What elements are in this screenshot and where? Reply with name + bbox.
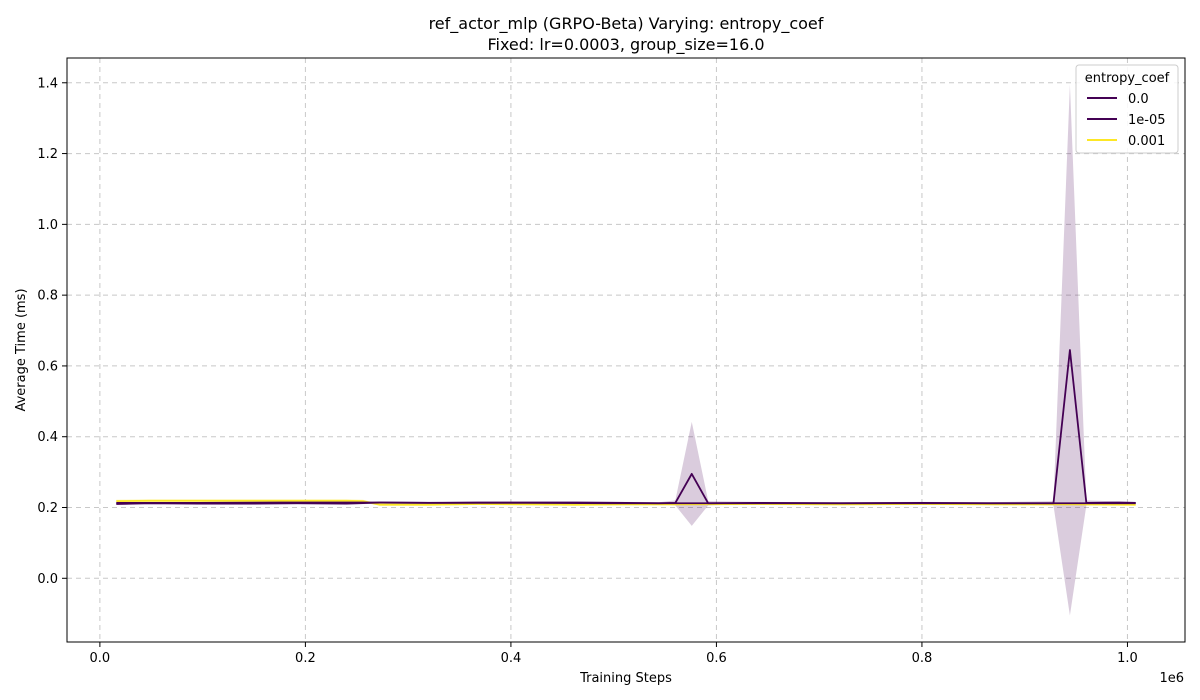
- legend-box: [1075, 64, 1179, 154]
- y-tick-label: 1.2: [37, 147, 58, 162]
- legend-label: 0.0: [1128, 92, 1149, 107]
- legend-label: 0.001: [1128, 134, 1165, 149]
- x-tick-label: 0.6: [706, 651, 727, 666]
- series-lines: [116, 349, 1136, 506]
- x-tick-label: 0.8: [912, 651, 933, 666]
- x-tick-label: 0.2: [295, 651, 316, 666]
- chart-title-line2: Fixed: lr=0.0003, group_size=16.0: [487, 35, 764, 55]
- y-tick-label: 1.4: [37, 76, 58, 91]
- chart-title-line1: ref_actor_mlp (GRPO-Beta) Varying: entro…: [429, 14, 824, 34]
- x-axis-offset-label: 1e6: [1159, 671, 1184, 686]
- legend-entries: 0.0 1e-05 0.001: [1087, 92, 1166, 149]
- legend-label: 1e-05: [1128, 113, 1166, 128]
- y-tick-label: 0.4: [37, 430, 58, 445]
- x-tick-label: 0.0: [90, 651, 111, 666]
- series-line-1e-05: [116, 349, 1136, 505]
- y-axis-label: Average Time (ms): [14, 288, 29, 411]
- confidence-bands: [116, 84, 1136, 616]
- y-axis-ticks: 0.0 0.2 0.4 0.6 0.8 1.0 1.2 1.4: [37, 76, 67, 587]
- x-tick-label: 0.4: [501, 651, 522, 666]
- y-tick-label: 0.0: [37, 572, 58, 587]
- legend: entropy_coef 0.0 1e-05 0.001: [1075, 64, 1179, 154]
- plot-area-frame: [66, 57, 1186, 643]
- y-tick-label: 0.6: [37, 359, 58, 374]
- x-tick-label: 1.0: [1117, 651, 1138, 666]
- legend-title: entropy_coef: [1085, 71, 1170, 86]
- x-axis-ticks: 0.0 0.2 0.4 0.6 0.8 1.0: [90, 642, 1138, 666]
- y-tick-label: 0.2: [37, 501, 58, 516]
- y-tick-label: 1.0: [37, 218, 58, 233]
- confidence-band-1e-05: [116, 84, 1136, 616]
- x-axis-label: Training Steps: [579, 671, 672, 686]
- y-tick-label: 0.8: [37, 289, 58, 304]
- grid-lines: [67, 58, 1185, 642]
